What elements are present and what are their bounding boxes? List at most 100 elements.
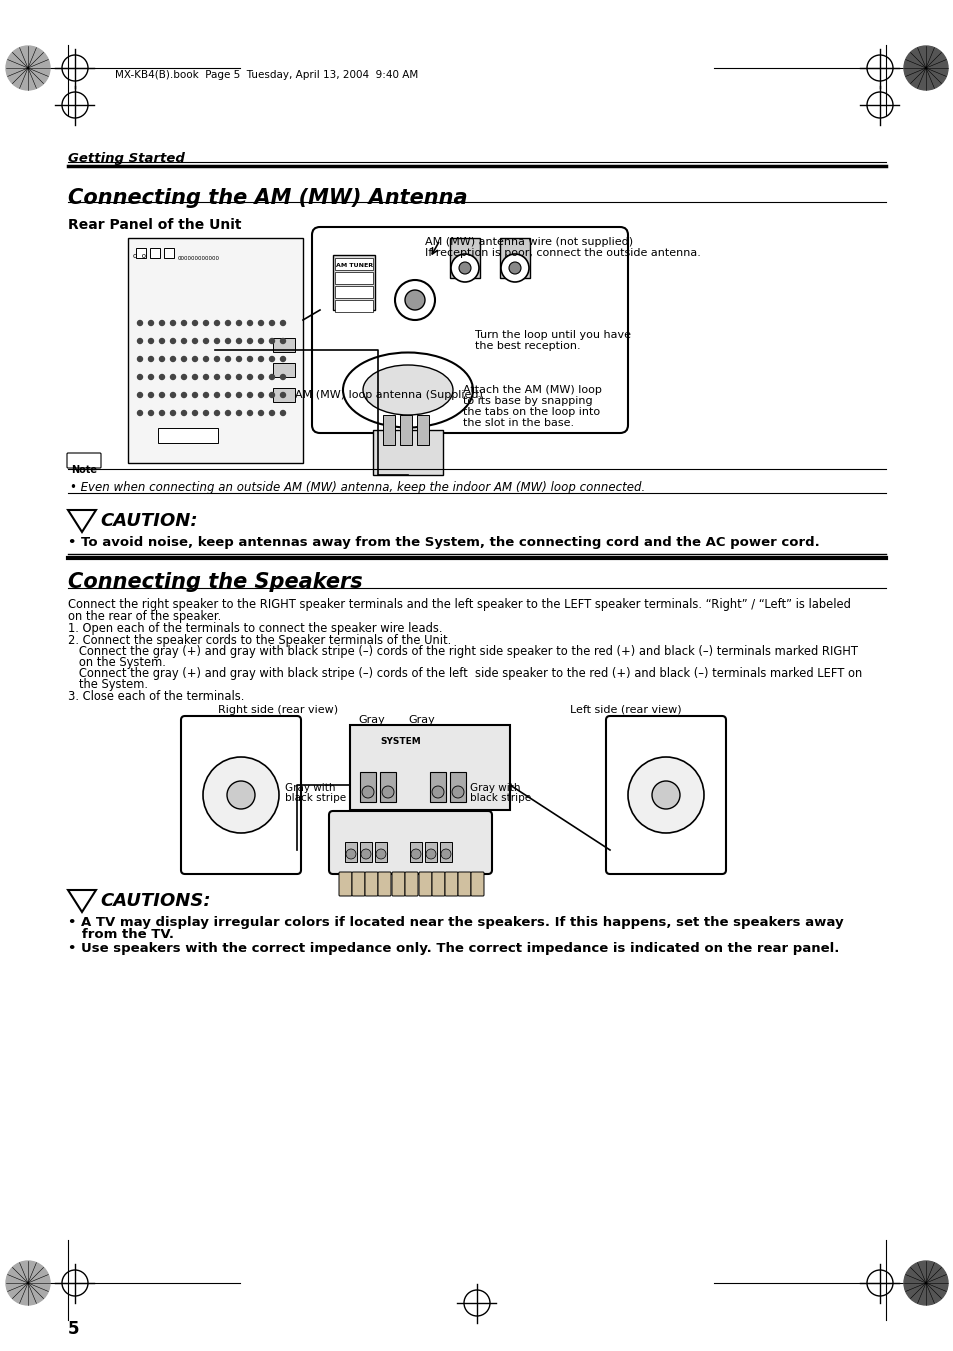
Text: AM (MW) loop antenna (Supplied): AM (MW) loop antenna (Supplied) (294, 390, 482, 400)
Text: 5: 5 (68, 1320, 79, 1337)
Circle shape (269, 393, 274, 397)
Bar (439, 842, 452, 862)
Circle shape (214, 357, 219, 362)
Circle shape (627, 757, 703, 834)
Text: on the rear of the speaker.: on the rear of the speaker. (68, 611, 221, 623)
Text: AM (MW) antenna wire (not supplied): AM (MW) antenna wire (not supplied) (424, 236, 633, 247)
Circle shape (203, 339, 209, 343)
Text: !: ! (79, 894, 85, 904)
Circle shape (258, 411, 263, 416)
Circle shape (137, 393, 142, 397)
FancyBboxPatch shape (432, 871, 444, 896)
Circle shape (159, 374, 164, 380)
Text: the tabs on the loop into: the tabs on the loop into (462, 407, 599, 417)
Circle shape (247, 320, 253, 326)
Circle shape (225, 411, 231, 416)
Circle shape (159, 320, 164, 326)
Text: Note: Note (71, 465, 97, 476)
Text: o  o: o o (132, 253, 146, 259)
Circle shape (375, 848, 386, 859)
Circle shape (236, 339, 241, 343)
Text: Gray: Gray (408, 715, 435, 725)
Circle shape (193, 411, 197, 416)
Bar (359, 842, 372, 862)
Circle shape (225, 374, 231, 380)
FancyBboxPatch shape (312, 227, 627, 434)
Circle shape (214, 320, 219, 326)
Bar (335, 272, 373, 284)
Circle shape (280, 339, 285, 343)
Text: Connect the right speaker to the RIGHT speaker terminals and the left speaker to: Connect the right speaker to the RIGHT s… (68, 598, 850, 611)
Bar (345, 842, 356, 862)
Text: from the TV.: from the TV. (68, 928, 173, 942)
Circle shape (6, 1260, 50, 1305)
Circle shape (346, 848, 355, 859)
Circle shape (193, 374, 197, 380)
Text: 000000000000: 000000000000 (178, 255, 220, 261)
Bar (382, 415, 395, 444)
Bar (158, 428, 218, 443)
Bar (359, 771, 375, 802)
Bar (499, 238, 530, 278)
Text: Turn the loop until you have: Turn the loop until you have (475, 330, 630, 340)
Circle shape (214, 374, 219, 380)
Circle shape (247, 393, 253, 397)
Circle shape (280, 411, 285, 416)
Text: the slot in the base.: the slot in the base. (462, 417, 574, 428)
Circle shape (171, 411, 175, 416)
Text: Gray with: Gray with (470, 784, 520, 793)
Circle shape (149, 357, 153, 362)
Text: Gray with: Gray with (285, 784, 335, 793)
Text: black stripe: black stripe (285, 793, 346, 802)
Circle shape (171, 393, 175, 397)
Circle shape (214, 339, 219, 343)
Text: Attach the AM (MW) loop: Attach the AM (MW) loop (462, 385, 601, 394)
Text: Rear Panel of the Unit: Rear Panel of the Unit (68, 218, 241, 232)
Circle shape (236, 374, 241, 380)
Circle shape (159, 339, 164, 343)
Circle shape (258, 374, 263, 380)
Text: Gray: Gray (357, 715, 384, 725)
Bar (350, 725, 510, 811)
Circle shape (236, 393, 241, 397)
Text: MX-KB4(B).book  Page 5  Tuesday, April 13, 2004  9:40 AM: MX-KB4(B).book Page 5 Tuesday, April 13,… (115, 70, 417, 80)
Circle shape (137, 320, 142, 326)
Circle shape (137, 374, 142, 380)
Text: Left side (rear view): Left side (rear view) (569, 705, 680, 715)
FancyBboxPatch shape (181, 716, 301, 874)
Text: Getting Started: Getting Started (68, 153, 185, 165)
FancyBboxPatch shape (67, 453, 101, 467)
Text: Right side (rear view): Right side (rear view) (218, 705, 337, 715)
FancyBboxPatch shape (405, 871, 417, 896)
Bar (335, 258, 373, 270)
Circle shape (149, 374, 153, 380)
FancyBboxPatch shape (329, 811, 492, 874)
Text: Connect the gray (+) and gray with black stripe (–) cords of the left  side spea: Connect the gray (+) and gray with black… (68, 667, 862, 680)
Circle shape (269, 339, 274, 343)
FancyBboxPatch shape (471, 871, 483, 896)
Circle shape (159, 411, 164, 416)
Bar (399, 415, 412, 444)
Bar (150, 249, 160, 258)
Circle shape (426, 848, 436, 859)
Bar (450, 238, 479, 278)
Circle shape (149, 411, 153, 416)
Text: • To avoid noise, keep antennas away from the System, the connecting cord and th: • To avoid noise, keep antennas away fro… (68, 536, 819, 549)
Text: 2. Connect the speaker cords to the Speaker terminals of the Unit.: 2. Connect the speaker cords to the Spea… (68, 634, 451, 647)
Circle shape (203, 393, 209, 397)
FancyBboxPatch shape (365, 871, 377, 896)
Circle shape (171, 357, 175, 362)
Circle shape (395, 280, 435, 320)
Bar (430, 771, 446, 802)
Circle shape (137, 339, 142, 343)
Text: to its base by snapping: to its base by snapping (462, 396, 592, 407)
Text: Connecting the AM (MW) Antenna: Connecting the AM (MW) Antenna (68, 188, 467, 208)
Circle shape (159, 393, 164, 397)
Circle shape (280, 374, 285, 380)
Circle shape (181, 374, 186, 380)
Bar (373, 430, 442, 476)
Circle shape (509, 262, 520, 274)
Circle shape (458, 262, 471, 274)
Circle shape (280, 357, 285, 362)
Bar (375, 842, 387, 862)
